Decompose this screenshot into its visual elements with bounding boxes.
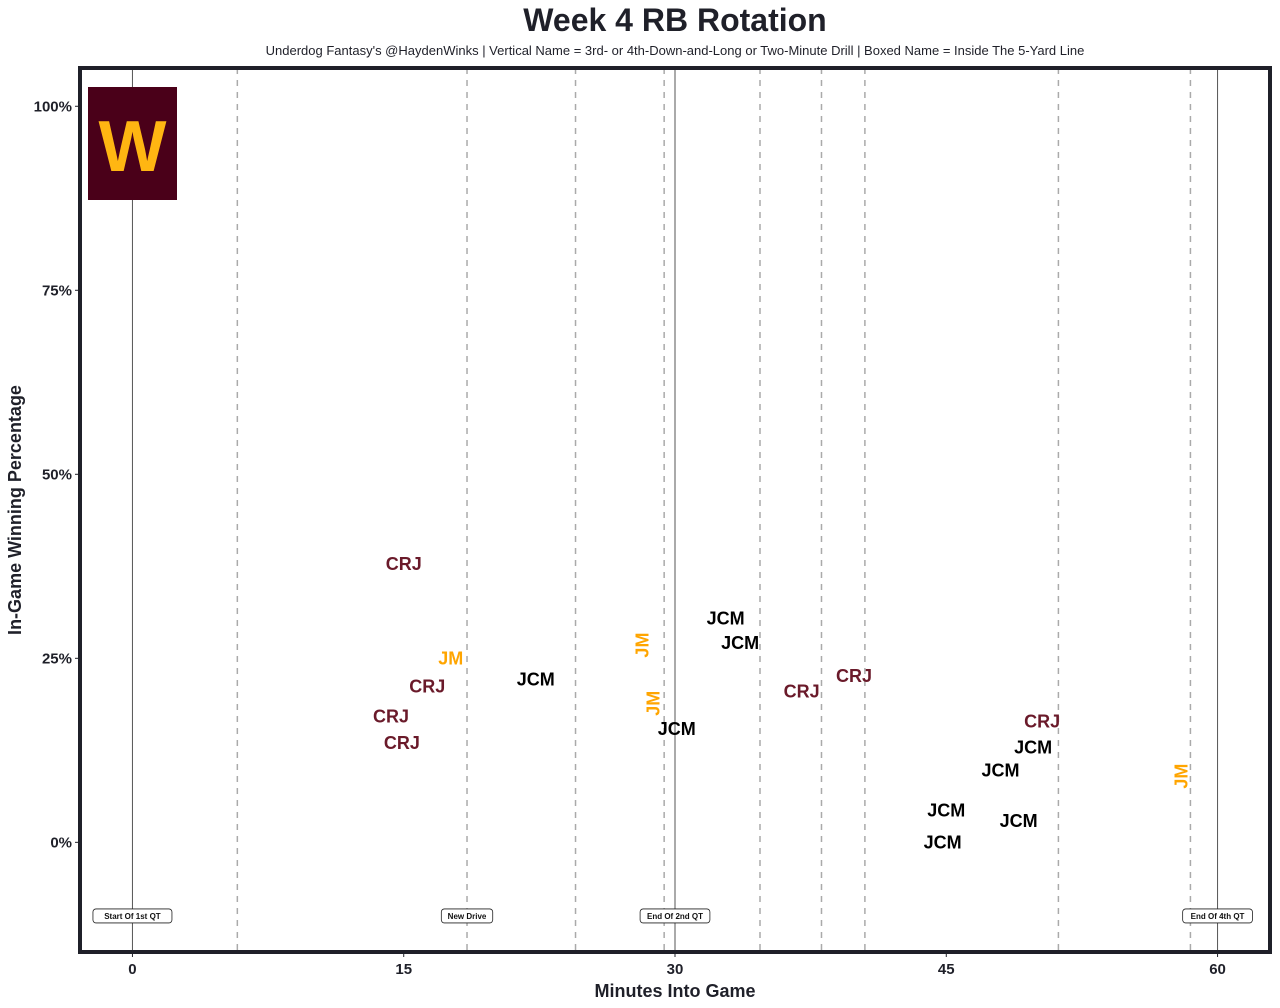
- annotations: Start Of 1st QT New Drive End Of 2nd QT End…: [92, 908, 1253, 924]
- point-label-crj: CRJ: [1024, 711, 1060, 731]
- point-label-group: CRJ: [386, 554, 422, 574]
- point-label-jcm: JCM: [721, 633, 759, 653]
- point-label-jm: JM: [1171, 764, 1191, 789]
- x-axis-label: Minutes Into Game: [594, 981, 755, 1001]
- point-label-jcm: JCM: [658, 719, 696, 739]
- point-label-group: CRJ: [836, 666, 872, 686]
- point-label-jcm: JCM: [1000, 811, 1038, 831]
- point-label-jm: JM: [632, 633, 652, 658]
- point-label-crj: CRJ: [784, 681, 820, 701]
- x-tick-label: 45: [938, 961, 955, 978]
- annotation-box: [1182, 908, 1253, 924]
- point-label-group: CRJ: [384, 733, 420, 753]
- annotation-box: [92, 908, 173, 924]
- point-label-group: JCM: [658, 719, 696, 739]
- y-tick-label: 50%: [42, 466, 72, 483]
- annotation-box: [639, 908, 711, 924]
- point-label-jm: JM: [643, 691, 663, 716]
- team-logo: W: [88, 87, 177, 200]
- point-label-group: CRJ: [409, 676, 445, 696]
- point-label-crj: CRJ: [836, 666, 872, 686]
- annotation-label: New Drive: [448, 912, 487, 921]
- point-label-crj: CRJ: [384, 733, 420, 753]
- y-tick-label: 0%: [50, 834, 72, 851]
- point-label-jcm: JCM: [924, 832, 962, 852]
- x-tick-label: 15: [395, 961, 412, 978]
- annotation-box: [440, 908, 494, 924]
- point-label-group: CRJ: [784, 681, 820, 701]
- point-label-group: JCM: [721, 633, 759, 653]
- point-label-group: JCM: [927, 801, 965, 821]
- x-tick-label: 30: [667, 961, 684, 978]
- point-label-group: JCM: [517, 670, 555, 690]
- point-label-group: JM: [438, 648, 463, 668]
- point-label-group: JM: [643, 691, 663, 716]
- logo-letter: W: [99, 107, 167, 187]
- point-label-group: CRJ: [1024, 711, 1060, 731]
- point-label-group: JM: [1171, 764, 1191, 789]
- point-label-jcm: JCM: [707, 609, 745, 629]
- point-label-group: JCM: [707, 609, 745, 629]
- point-label-crj: CRJ: [386, 554, 422, 574]
- x-tick-label: 0: [128, 961, 136, 978]
- point-label-group: JM: [632, 633, 652, 658]
- point-label-group: JCM: [1000, 811, 1038, 831]
- logo-background: [88, 87, 177, 200]
- axis-ticks: 0 15 30 45 60 0% 25% 50% 75% 100%: [34, 98, 1226, 978]
- vertical-lines: [131, 68, 1219, 952]
- annotation-label: End Of 4th QT: [1191, 912, 1245, 921]
- point-label-group: JCM: [924, 832, 962, 852]
- chart-subtitle: Underdog Fantasy's @HaydenWinks | Vertic…: [266, 43, 1085, 58]
- point-label-crj: CRJ: [409, 676, 445, 696]
- point-label-jcm: JCM: [982, 760, 1020, 780]
- y-tick-label: 100%: [34, 98, 72, 115]
- point-label-group: JCM: [1014, 737, 1052, 757]
- y-axis-label: In-Game Winning Percentage: [5, 385, 25, 635]
- y-tick-label: 25%: [42, 650, 72, 667]
- chart-title: Week 4 RB Rotation: [523, 2, 826, 38]
- point-label-jcm: JCM: [1014, 737, 1052, 757]
- x-tick-label: 60: [1209, 961, 1226, 978]
- annotation-label: End Of 2nd QT: [647, 912, 703, 921]
- point-label-jm: JM: [438, 648, 463, 668]
- point-label-jcm: JCM: [517, 670, 555, 690]
- point-label-jcm: JCM: [927, 801, 965, 821]
- point-label-crj: CRJ: [373, 706, 409, 726]
- point-label-group: JCM: [982, 760, 1020, 780]
- annotation-label: Start Of 1st QT: [104, 912, 161, 921]
- point-label-group: CRJ: [373, 706, 409, 726]
- y-tick-label: 75%: [42, 282, 72, 299]
